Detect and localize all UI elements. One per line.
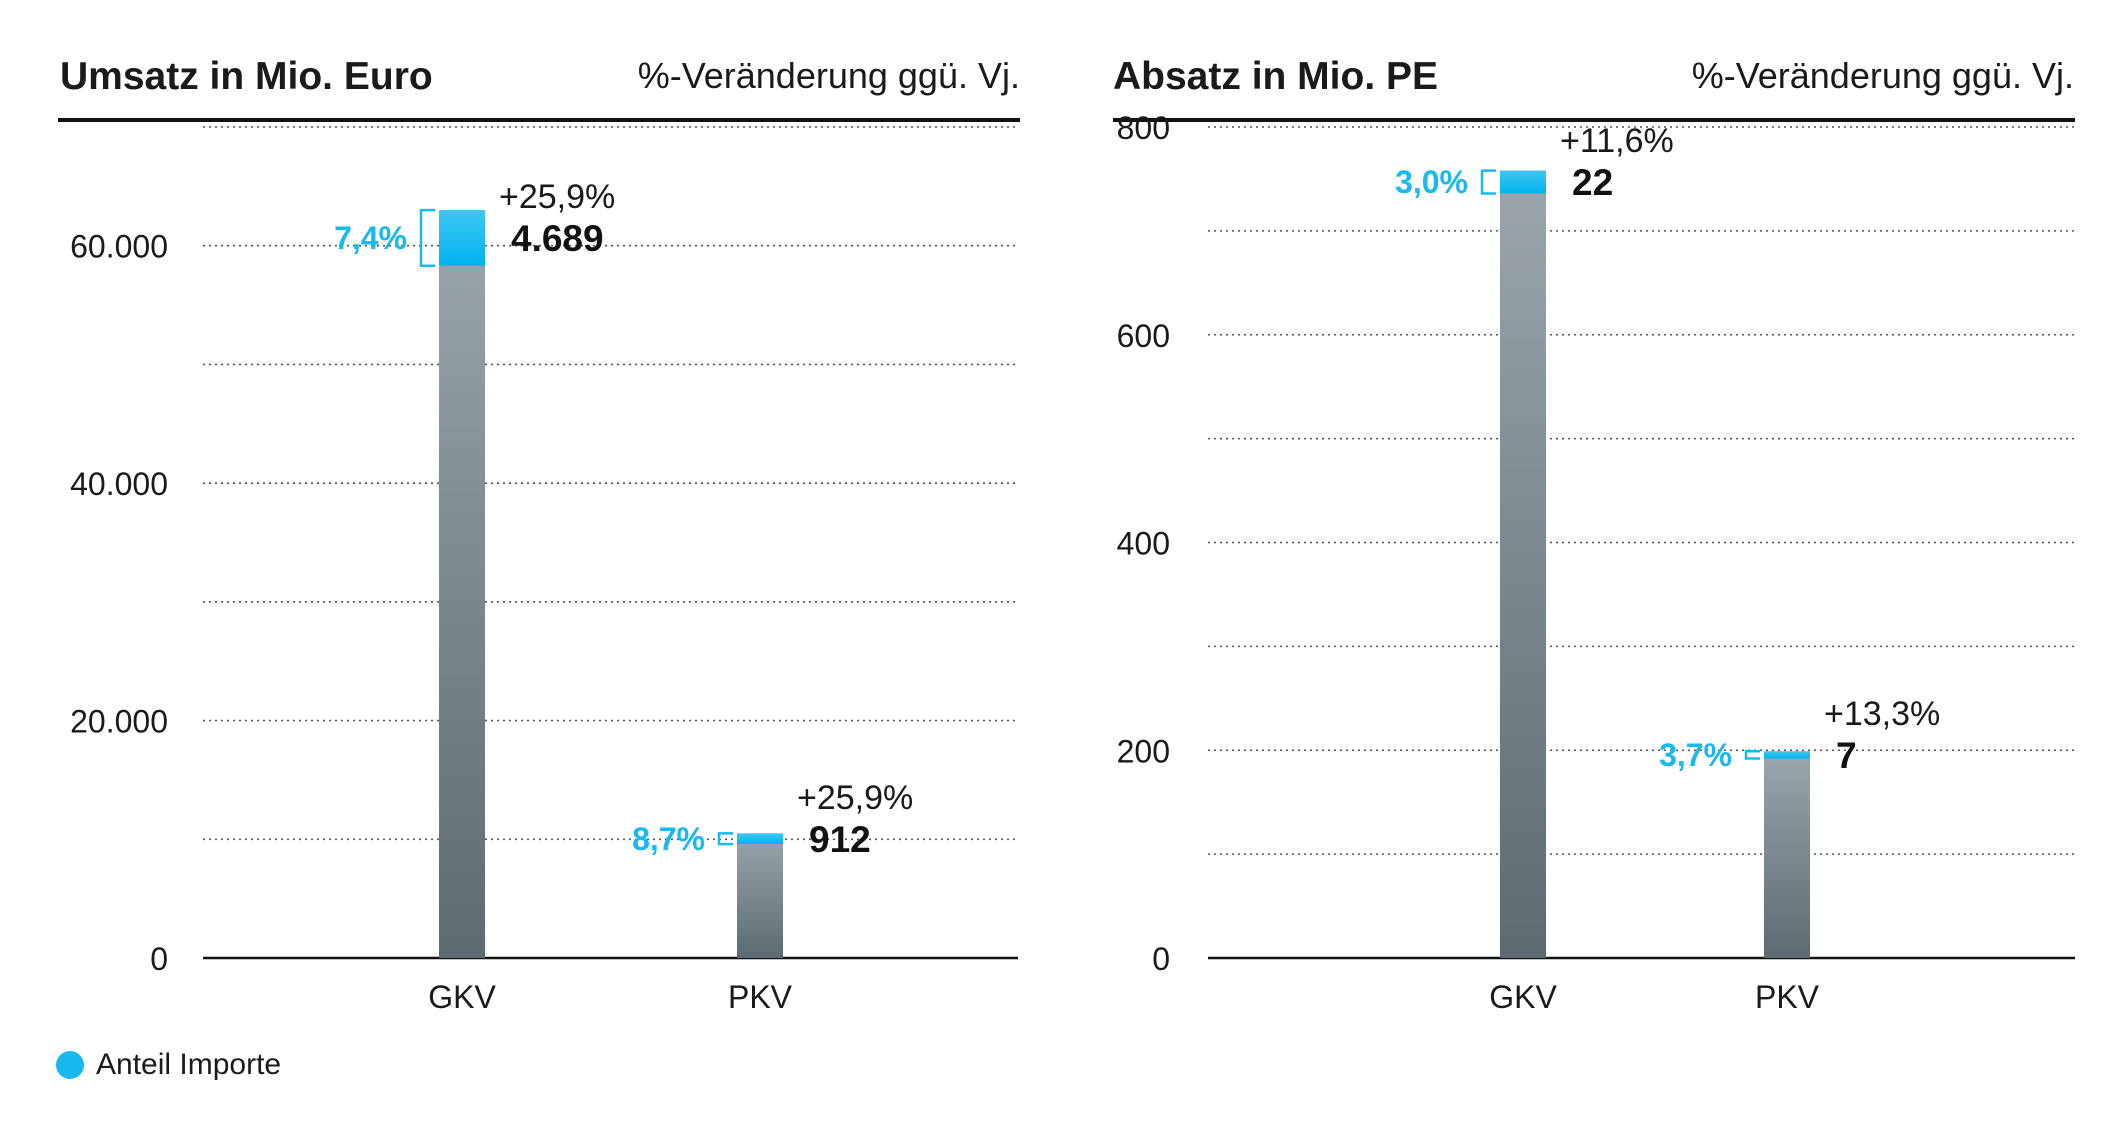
bar-import-segment (1764, 751, 1810, 759)
header-rule-units (1113, 118, 2075, 122)
x-category-label: PKV (728, 979, 793, 1015)
panel-title-units: Absatz in Mio. PE (1113, 55, 1439, 98)
x-category-label: PKV (1755, 979, 1820, 1015)
bar-total (737, 833, 783, 958)
bar-total (1500, 170, 1546, 958)
x-category-label: GKV (428, 979, 496, 1015)
change-label: +25,9% (797, 779, 913, 817)
legend-import-label: Anteil Importe (96, 1048, 282, 1081)
y-tick-label: 600 (1117, 318, 1170, 354)
bar-total (1764, 751, 1810, 958)
y-tick-label: 0 (1152, 941, 1170, 977)
chart-units: 0 200 400 600 800 3,0% 22+11,6% GKV 3,7% 7+13,3% P… (1117, 110, 2075, 1015)
import-bracket (419, 208, 435, 268)
import-bracket (717, 832, 733, 846)
y-tick-label: 0 (150, 941, 168, 977)
import-value-label: 7 (1836, 735, 1857, 776)
import-value-label: 22 (1572, 162, 1613, 203)
import-value-label: 912 (809, 819, 871, 860)
panel-subtitle-units: %-Veränderung ggü. Vj. (1691, 55, 2074, 96)
change-label: +25,9% (499, 178, 615, 216)
import-bracket (1480, 169, 1496, 195)
y-tick-label: 40.000 (70, 466, 168, 502)
import-share-label: 8,7% (632, 821, 705, 857)
change-label: +11,6% (1560, 122, 1674, 160)
panel-subtitle-revenue: %-Veränderung ggü. Vj. (637, 55, 1020, 96)
change-label: +13,3% (1824, 695, 1940, 733)
bar-import-segment (439, 210, 485, 266)
x-category-label: GKV (1489, 979, 1557, 1015)
panel-title-revenue: Umsatz in Mio. Euro (60, 55, 433, 98)
import-bracket (1744, 750, 1760, 760)
import-share-label: 3,7% (1659, 737, 1732, 773)
import-share-label: 3,0% (1395, 164, 1468, 200)
y-tick-label: 200 (1117, 733, 1170, 769)
bar-total (439, 210, 485, 959)
bar-import-segment (737, 833, 783, 845)
import-share-label: 7,4% (334, 220, 407, 256)
legend: Anteil Importe (56, 1046, 281, 1084)
header-rule-revenue (58, 118, 1020, 122)
y-tick-label: 20.000 (70, 704, 168, 740)
legend-import-swatch (56, 1051, 84, 1079)
y-tick-label: 60.000 (70, 229, 168, 265)
y-tick-label: 800 (1117, 110, 1170, 146)
import-value-label: 4.689 (511, 218, 604, 259)
y-tick-label: 400 (1117, 526, 1170, 562)
bar-import-segment (1500, 170, 1546, 194)
